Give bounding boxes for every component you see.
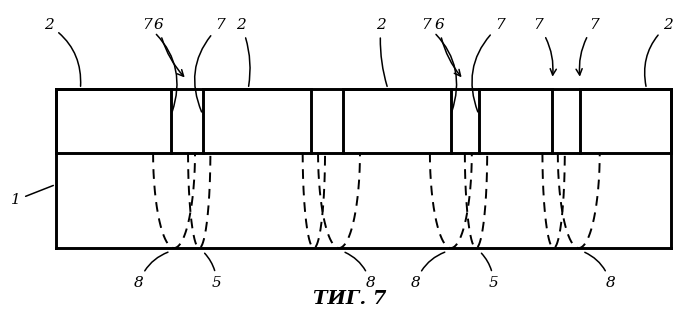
Text: 5: 5 xyxy=(205,253,222,290)
Text: 7: 7 xyxy=(421,18,456,112)
Text: 2: 2 xyxy=(376,18,387,86)
Text: 2: 2 xyxy=(644,18,672,86)
Text: 8: 8 xyxy=(134,252,168,290)
Text: 7: 7 xyxy=(472,18,505,112)
Text: 6: 6 xyxy=(154,18,184,76)
Text: 8: 8 xyxy=(585,252,615,290)
Text: 2: 2 xyxy=(44,18,80,86)
Text: 8: 8 xyxy=(411,252,445,290)
Text: 7: 7 xyxy=(533,18,556,75)
Text: 7: 7 xyxy=(142,18,177,112)
Text: 7: 7 xyxy=(194,18,225,112)
Text: 8: 8 xyxy=(345,252,375,290)
Text: 7: 7 xyxy=(576,18,599,75)
Text: 6: 6 xyxy=(434,18,461,76)
Text: 1: 1 xyxy=(10,185,53,207)
Text: 5: 5 xyxy=(482,253,498,290)
Text: ΤИГ. 7: ΤИГ. 7 xyxy=(312,290,387,308)
Text: 2: 2 xyxy=(236,18,250,86)
